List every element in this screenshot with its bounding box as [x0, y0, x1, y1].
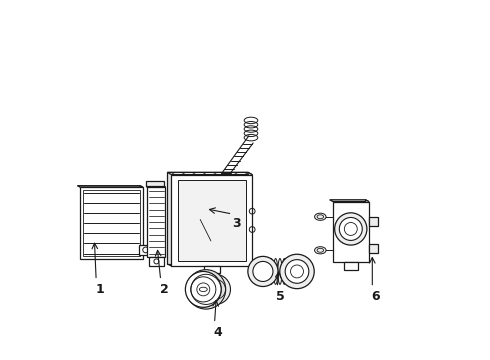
- Ellipse shape: [315, 247, 326, 254]
- Polygon shape: [80, 187, 143, 259]
- Polygon shape: [178, 180, 245, 261]
- Polygon shape: [146, 181, 164, 186]
- Polygon shape: [366, 200, 368, 262]
- Ellipse shape: [273, 258, 278, 284]
- Circle shape: [185, 271, 221, 307]
- Text: 3: 3: [232, 216, 241, 230]
- Circle shape: [335, 213, 367, 245]
- Ellipse shape: [269, 258, 273, 284]
- Text: 5: 5: [276, 290, 285, 303]
- Polygon shape: [368, 244, 378, 253]
- Text: 4: 4: [214, 326, 222, 339]
- Ellipse shape: [265, 258, 269, 284]
- Text: 2: 2: [160, 283, 169, 296]
- Polygon shape: [333, 202, 368, 262]
- Polygon shape: [140, 186, 143, 259]
- Polygon shape: [167, 264, 252, 266]
- Polygon shape: [172, 175, 252, 266]
- Circle shape: [339, 217, 362, 240]
- Circle shape: [285, 260, 309, 283]
- Polygon shape: [368, 217, 378, 226]
- Ellipse shape: [278, 258, 282, 284]
- Polygon shape: [164, 186, 166, 257]
- Ellipse shape: [282, 258, 286, 284]
- Polygon shape: [199, 281, 221, 297]
- Polygon shape: [167, 172, 248, 264]
- Polygon shape: [248, 172, 252, 266]
- Polygon shape: [343, 262, 358, 270]
- Polygon shape: [77, 186, 143, 187]
- Circle shape: [248, 256, 278, 287]
- Circle shape: [280, 254, 314, 289]
- Ellipse shape: [287, 258, 291, 284]
- Polygon shape: [149, 257, 164, 266]
- Polygon shape: [146, 186, 166, 187]
- Ellipse shape: [315, 213, 326, 220]
- Polygon shape: [139, 244, 150, 255]
- Polygon shape: [167, 172, 252, 175]
- Circle shape: [186, 270, 226, 309]
- Polygon shape: [330, 200, 368, 202]
- Polygon shape: [147, 187, 166, 257]
- Ellipse shape: [291, 258, 295, 284]
- Circle shape: [253, 261, 273, 282]
- Circle shape: [200, 274, 230, 305]
- Polygon shape: [204, 266, 220, 273]
- Text: 6: 6: [371, 290, 380, 303]
- Text: 1: 1: [96, 283, 104, 296]
- Circle shape: [191, 274, 221, 305]
